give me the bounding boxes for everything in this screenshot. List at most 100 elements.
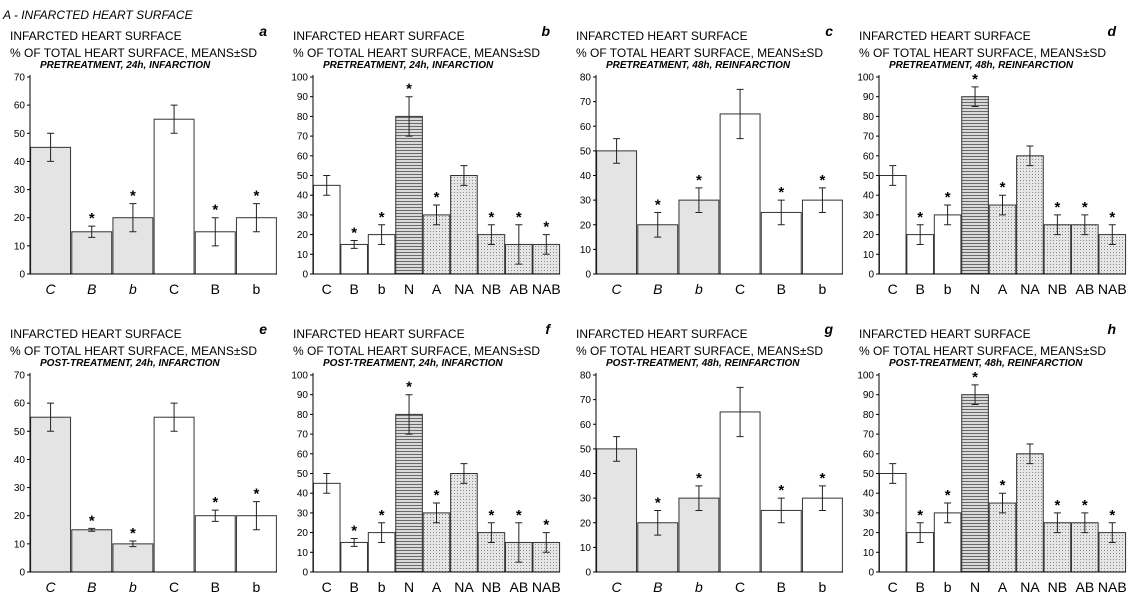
error-bar xyxy=(777,497,785,524)
error-bar xyxy=(211,217,219,247)
chart-subtitle: % OF TOTAL HEART SURFACE, MEANS±SD xyxy=(859,344,1106,358)
y-tick-label: 30 xyxy=(297,210,309,221)
y-tick-label: 40 xyxy=(863,191,875,202)
x-tick-label: NAB xyxy=(532,579,561,595)
y-tick-label: 10 xyxy=(580,543,592,554)
chart-svg: INFARCTED HEART SURFACE % OF TOTAL HEART … xyxy=(576,321,843,595)
x-tick-label: b xyxy=(944,281,952,297)
chart-title: INFARCTED HEART SURFACE xyxy=(859,29,1031,43)
chart-subtitle: % OF TOTAL HEART SURFACE, MEANS±SD xyxy=(10,46,257,60)
panel-letter: f xyxy=(545,321,551,337)
x-tick-label: NAB xyxy=(532,281,561,297)
x-tick-label: B xyxy=(211,281,220,297)
x-tick-label: C xyxy=(612,579,623,595)
x-tick-label: N xyxy=(970,281,980,297)
significance-star: * xyxy=(917,507,923,524)
error-bar xyxy=(378,522,386,543)
error-bar xyxy=(695,485,703,511)
x-tick-label: C xyxy=(169,281,179,297)
bar-b-1 xyxy=(340,541,368,573)
significance-star: * xyxy=(488,209,494,226)
chart-title: INFARCTED HEART SURFACE xyxy=(576,327,748,341)
x-tick-label: b xyxy=(695,579,703,595)
error-bar xyxy=(405,394,413,435)
chart-title: INFARCTED HEART SURFACE xyxy=(10,327,182,341)
x-tick-label: N xyxy=(970,579,980,595)
error-bar xyxy=(695,187,703,213)
bar-c-0 xyxy=(596,448,638,573)
significance-star: * xyxy=(351,523,357,540)
x-tick-label: b xyxy=(695,281,703,297)
significance-star: * xyxy=(917,209,923,226)
chart-condition: POST-TREATMENT, 48h, REINFARCTION xyxy=(889,358,1083,369)
chart-subtitle: % OF TOTAL HEART SURFACE, MEANS±SD xyxy=(576,344,823,358)
error-bar xyxy=(613,436,621,462)
y-tick-label: 70 xyxy=(863,430,875,441)
bar-n-3 xyxy=(961,394,989,573)
y-tick-label: 0 xyxy=(868,568,874,579)
y-tick-label: 80 xyxy=(580,371,592,382)
x-tick-label: NB xyxy=(482,579,501,595)
significance-star: * xyxy=(655,196,661,213)
y-tick-label: 20 xyxy=(863,528,875,539)
bar-na-5 xyxy=(450,175,478,275)
chart-title: INFARCTED HEART SURFACE xyxy=(10,29,182,43)
y-tick-label: 20 xyxy=(297,528,309,539)
y-tick-label: 100 xyxy=(291,371,308,382)
chart-condition: POST-TREATMENT, 24h, INFARCTION xyxy=(40,358,220,369)
x-tick-label: AB xyxy=(1075,281,1094,297)
y-tick-label: 0 xyxy=(19,270,25,281)
bar-b-1 xyxy=(71,231,113,275)
x-tick-label: B xyxy=(211,579,220,595)
significance-star: * xyxy=(434,189,440,206)
error-bar xyxy=(889,463,897,484)
x-tick-label: C xyxy=(46,281,57,297)
x-tick-label: N xyxy=(404,579,414,595)
significance-star: * xyxy=(379,209,385,226)
significance-star: * xyxy=(819,172,825,189)
significance-star: * xyxy=(543,517,549,534)
y-tick-label: 90 xyxy=(863,390,875,401)
y-tick-label: 70 xyxy=(14,73,26,84)
y-tick-label: 30 xyxy=(580,196,592,207)
significance-star: * xyxy=(379,507,385,524)
error-bar xyxy=(487,224,495,245)
y-tick-label: 70 xyxy=(580,395,592,406)
x-tick-label: C xyxy=(46,579,57,595)
error-bar xyxy=(542,532,550,553)
error-bar xyxy=(1081,512,1089,534)
panel-letter: d xyxy=(1107,23,1116,39)
x-tick-label: A xyxy=(432,281,442,297)
significance-star: * xyxy=(945,487,951,504)
error-bar xyxy=(252,203,260,233)
y-tick-label: 40 xyxy=(580,171,592,182)
x-tick-label: b xyxy=(819,579,827,595)
y-tick-label: 60 xyxy=(297,449,309,460)
y-tick-label: 30 xyxy=(14,483,26,494)
y-tick-label: 30 xyxy=(297,508,309,519)
chart-condition: POST-TREATMENT, 48h, REINFARCTION xyxy=(606,358,800,369)
y-tick-label: 100 xyxy=(291,73,308,84)
chart-title: INFARCTED HEART SURFACE xyxy=(293,327,465,341)
chart-condition: PRETREATMENT, 48h, REINFARCTION xyxy=(606,60,791,71)
bar-c-3 xyxy=(719,113,761,275)
y-tick-label: 60 xyxy=(14,101,26,112)
x-tick-label: A xyxy=(998,579,1008,595)
chart-panel-e: INFARCTED HEART SURFACE % OF TOTAL HEART … xyxy=(0,310,283,604)
chart-title: INFARCTED HEART SURFACE xyxy=(576,29,748,43)
y-tick-label: 20 xyxy=(14,213,26,224)
error-bar xyxy=(170,104,178,134)
x-tick-label: A xyxy=(998,281,1008,297)
y-tick-label: 30 xyxy=(863,210,875,221)
y-tick-label: 20 xyxy=(14,511,26,522)
y-tick-label: 70 xyxy=(297,430,309,441)
chart-subtitle: % OF TOTAL HEART SURFACE, MEANS±SD xyxy=(293,344,540,358)
x-tick-label: A xyxy=(432,579,442,595)
error-bar xyxy=(916,224,924,245)
y-tick-label: 90 xyxy=(863,92,875,103)
error-bar xyxy=(944,502,952,524)
x-tick-label: NA xyxy=(454,579,474,595)
x-tick-label: b xyxy=(819,281,827,297)
error-bar xyxy=(88,527,96,532)
significance-star: * xyxy=(1082,497,1088,514)
